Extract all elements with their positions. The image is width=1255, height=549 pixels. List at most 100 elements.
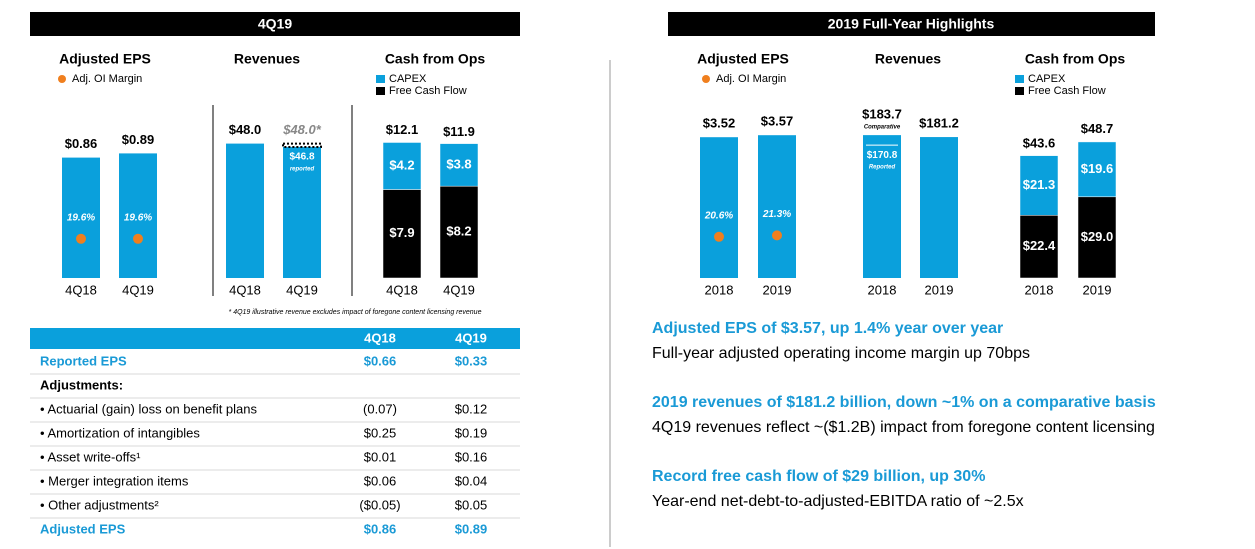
x-tick-label: 4Q19 [122,282,154,297]
table-row-label: • Amortization of intangibles [40,425,200,440]
margin-label: 19.6% [67,212,95,223]
segment-label: $19.6 [1081,161,1114,176]
table-cell: $0.16 [455,449,488,464]
chart-title: Adjusted EPS [59,51,151,67]
highlight-text: Full-year adjusted operating income marg… [652,345,1030,362]
legend-dot [58,75,66,83]
legend-label: CAPEX [1028,73,1066,85]
bar-segment [439,185,479,279]
value-label: $3.57 [761,114,794,129]
table-cell: $0.19 [455,425,488,440]
table-cell: $0.25 [364,425,397,440]
table-cell: $0.86 [364,521,397,536]
value-label: $3.52 [703,116,736,131]
highlight-title: Record free cash flow of $29 billion, up… [652,468,986,485]
left-header: 4Q19 [258,16,292,32]
total-label: $12.1 [386,122,419,137]
margin-dot [133,233,143,244]
legend-dot [702,75,710,83]
bar-segment [1019,215,1059,279]
bar [283,146,321,278]
legend-label: Adj. OI Margin [72,73,142,85]
bar [758,135,796,278]
highlight-title: Adjusted EPS of $3.57, up 1.4% year over… [652,320,1004,337]
value-label: $48.0* [282,122,322,137]
legend-swatch [1015,75,1024,83]
table-cell: $0.12 [455,401,488,416]
total-label: $48.7 [1081,121,1114,136]
legend-label: Adj. OI Margin [716,73,786,85]
total-label: $11.9 [443,124,475,139]
value-note: reported [290,167,315,173]
bar-segment [1077,141,1117,198]
table-cell: ($0.05) [359,497,400,512]
segment-label: $3.8 [446,156,471,171]
table-row-label: • Asset write-offs¹ [40,449,141,464]
value-label: $181.2 [919,116,959,131]
segment-label: $7.9 [389,225,414,240]
highlight-text: Year-end net-debt-to-adjusted-EBITDA rat… [652,493,1024,510]
value-label: $0.86 [65,136,98,151]
margin-dot [76,233,86,244]
segment-label: $8.2 [446,224,471,239]
x-tick-label: 4Q18 [65,282,97,297]
table-cell: $0.06 [364,473,397,488]
margin-dot [772,230,782,241]
value-label: $170.8 [867,150,898,161]
table-row-label: • Other adjustments² [40,497,159,512]
legend-label: Free Cash Flow [389,85,467,97]
total-label: $43.6 [1023,135,1056,150]
bar [700,137,738,278]
right-header: 2019 Full-Year Highlights [828,16,995,32]
segment-label: $4.2 [389,157,414,172]
table-row-label: Adjustments: [40,377,123,392]
bar-segment [1077,196,1117,279]
bar-segment [439,143,479,187]
value-label: $48.0 [229,122,262,137]
margin-label: 19.6% [124,212,152,223]
value-label: $46.8 [289,152,314,163]
table-column-header: 4Q19 [455,330,487,345]
highlights: Adjusted EPS of $3.57, up 1.4% year over… [652,316,1252,538]
segment-label: $29.0 [1081,229,1114,244]
x-tick-label: 4Q18 [386,282,418,297]
segment-label: $22.4 [1023,238,1056,253]
table-cell: (0.07) [363,401,397,416]
table-cell: $0.89 [455,521,488,536]
value-note: Comparative [864,125,901,131]
table-row-label: • Merger integration items [40,473,189,488]
table-header-bar [30,328,520,349]
illustrative-outline [282,142,322,148]
highlight-text: 4Q19 revenues reflect ~($1.2B) impact fr… [652,419,1155,436]
value-label: $0.89 [122,132,155,147]
legend-label: CAPEX [389,73,427,85]
chart-title: Adjusted EPS [697,51,789,67]
legend-label: Free Cash Flow [1028,85,1106,97]
table-cell: $0.05 [455,497,488,512]
chart-title: Cash from Ops [1025,51,1126,67]
table-row-label: Adjusted EPS [40,521,126,536]
x-tick-label: 2018 [868,282,897,297]
x-tick-label: 4Q19 [443,282,475,297]
bar [119,153,157,278]
footnote: * 4Q19 illustrative revenue excludes imp… [229,309,482,316]
legend-swatch [376,87,385,95]
x-tick-label: 2019 [925,282,954,297]
bar [920,137,958,278]
highlight-title: 2019 revenues of $181.2 billion, down ~1… [652,394,1156,411]
x-tick-label: 4Q18 [229,282,261,297]
legend-swatch [376,75,385,83]
bar-segment [382,189,422,279]
highlight: Adjusted EPS of $3.57, up 1.4% year over… [652,316,1252,366]
chart-title: Revenues [875,51,941,67]
bar-segment [1019,155,1059,216]
table-cell: $0.04 [455,473,488,488]
margin-dot [714,231,724,242]
right-header-bar [668,12,1155,36]
bar [62,157,100,278]
bar [863,135,901,278]
chart-title: Revenues [234,51,300,67]
table-row-label: Reported EPS [40,353,127,368]
